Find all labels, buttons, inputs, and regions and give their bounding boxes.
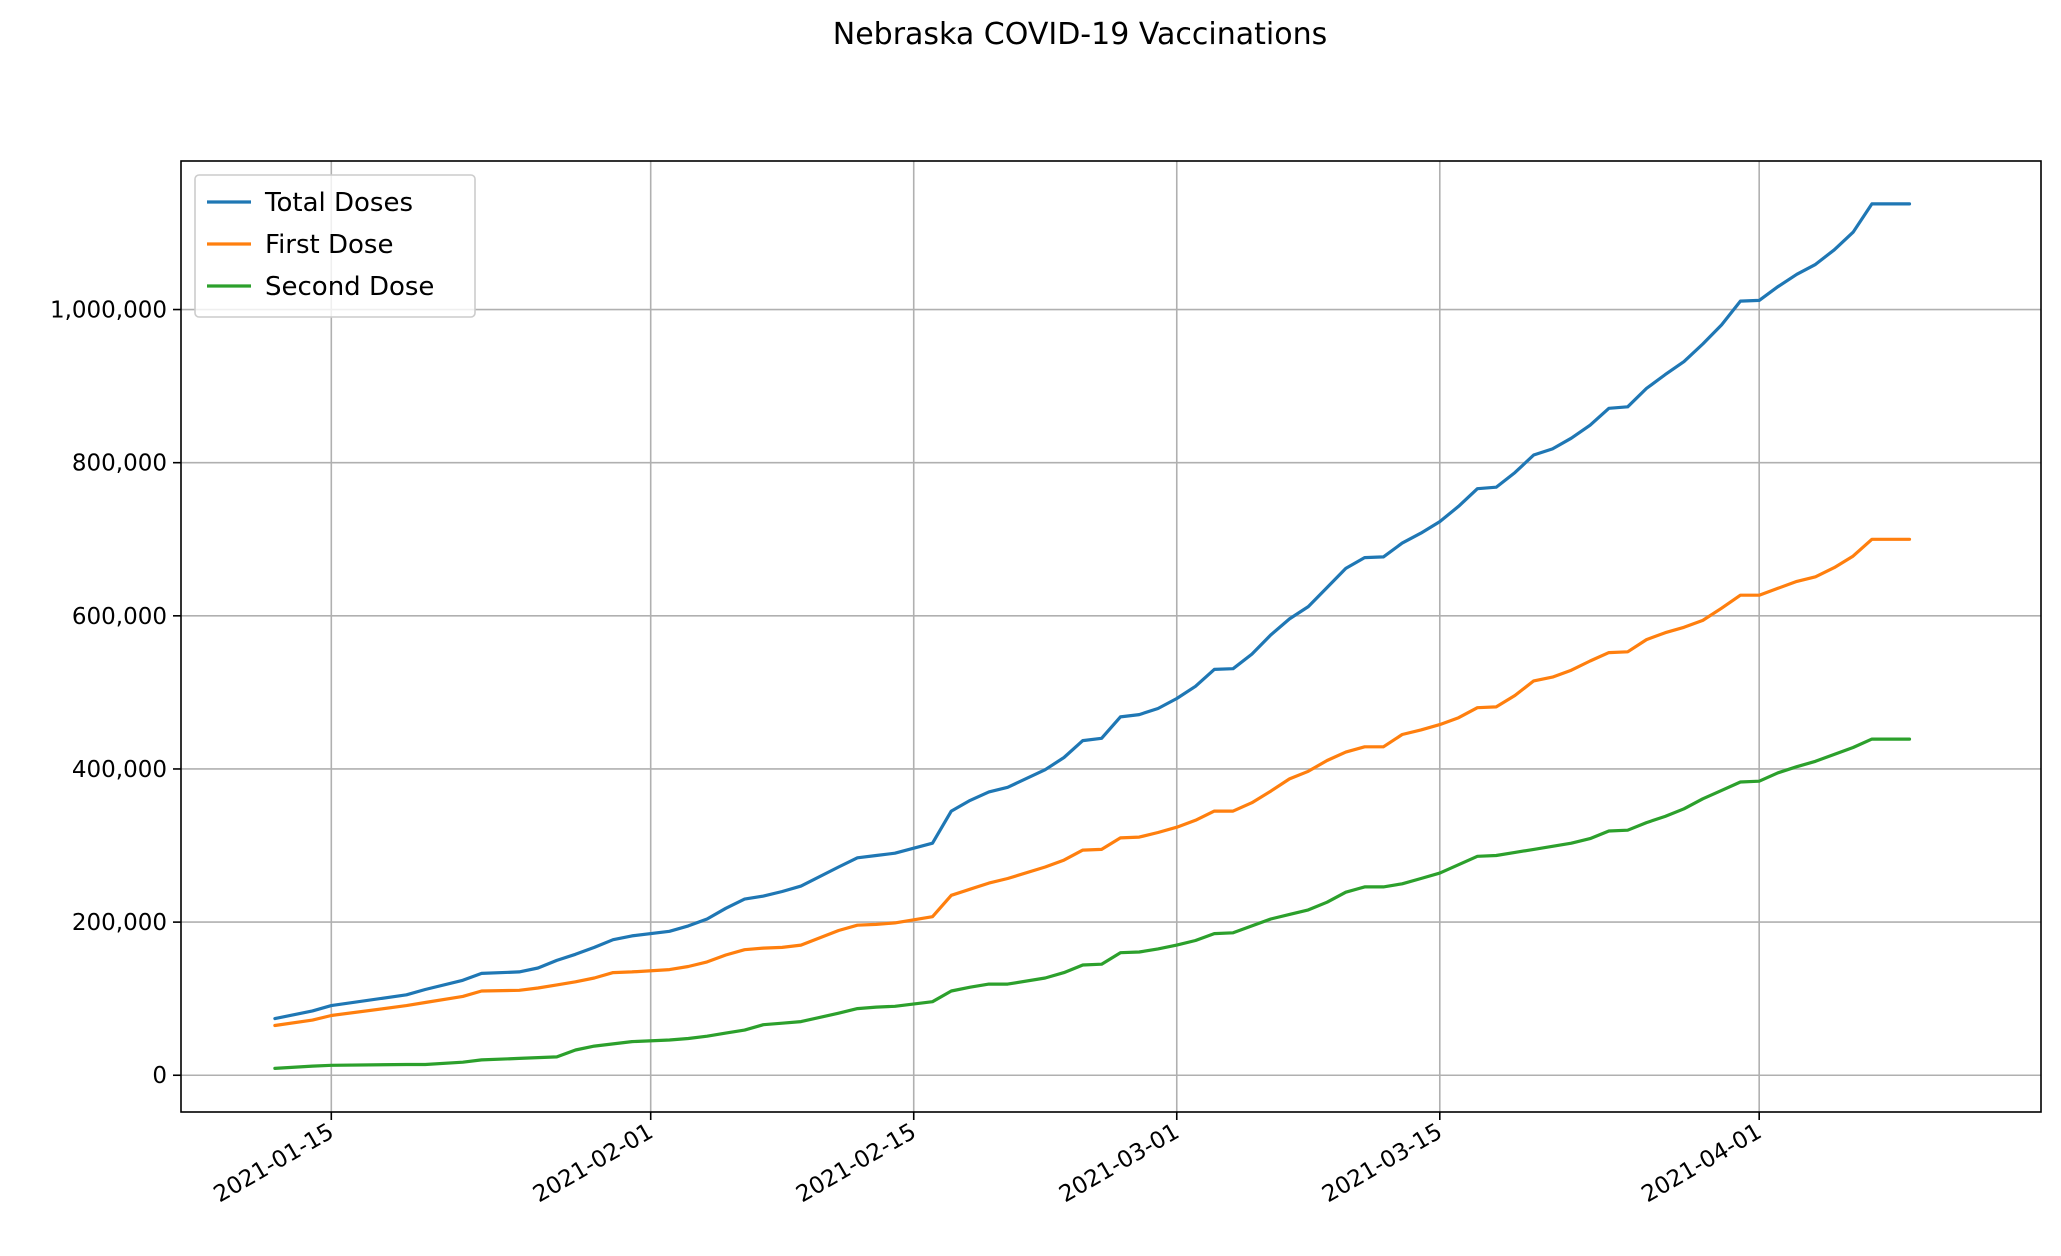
- y-tick-label: 200,000: [72, 910, 167, 936]
- legend-label-first-dose: First Dose: [265, 230, 393, 260]
- legend-label-total-doses: Total Doses: [264, 188, 413, 218]
- plot-area: [181, 161, 2041, 1112]
- y-tick-label: 600,000: [72, 604, 167, 630]
- legend: Total Doses First Dose Second Dose: [194, 174, 476, 318]
- y-tick-label: 800,000: [72, 451, 167, 477]
- y-tick-label: 0: [152, 1063, 167, 1089]
- series-line-total-doses: [273, 202, 1912, 1021]
- grid-layer: [181, 161, 2041, 1112]
- series-line-first-dose: [273, 537, 1912, 1028]
- legend-label-second-dose: Second Dose: [265, 272, 434, 302]
- chart-title: Nebraska COVID-19 Vaccinations: [833, 17, 1328, 52]
- series-layer: [273, 202, 1912, 1071]
- legend-frame: [194, 174, 476, 318]
- y-tick-label: 1,000,000: [50, 298, 167, 324]
- series-line-second-dose: [273, 737, 1912, 1071]
- y-tick-label: 400,000: [72, 757, 167, 783]
- plot-frame: [180, 160, 2042, 1113]
